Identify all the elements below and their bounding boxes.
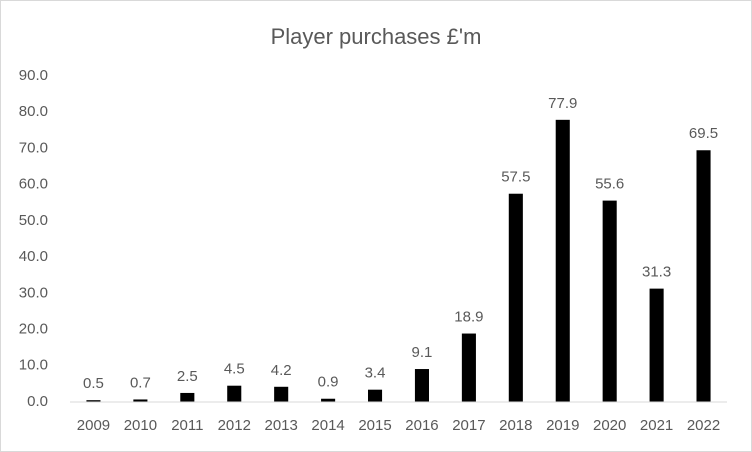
data-label: 0.9 xyxy=(318,374,339,391)
x-tick-label: 2020 xyxy=(593,417,626,434)
chart-title: Player purchases £'m xyxy=(271,24,482,49)
data-label: 18.9 xyxy=(454,309,483,326)
data-label: 0.5 xyxy=(83,375,104,392)
x-tick-label: 2010 xyxy=(124,417,157,434)
y-tick-label: 10.0 xyxy=(19,357,48,374)
data-label: 4.2 xyxy=(271,362,292,379)
data-label: 0.7 xyxy=(130,374,151,391)
x-tick-label: 2016 xyxy=(405,417,438,434)
data-label: 69.5 xyxy=(689,125,718,142)
y-tick-label: 30.0 xyxy=(19,284,48,301)
bar xyxy=(86,400,101,402)
x-tick-label: 2011 xyxy=(171,417,203,434)
data-label: 3.4 xyxy=(365,365,386,382)
x-tick-label: 2013 xyxy=(264,417,297,434)
bar xyxy=(602,200,617,402)
data-label: 31.3 xyxy=(642,264,671,281)
x-tick-label: 2015 xyxy=(358,417,391,434)
x-tick-label: 2012 xyxy=(218,417,251,434)
data-label: 9.1 xyxy=(412,344,433,361)
data-label: 57.5 xyxy=(501,169,530,186)
bar xyxy=(367,389,383,402)
bar xyxy=(414,369,430,402)
x-tick-label: 2017 xyxy=(452,417,485,434)
bar xyxy=(508,193,523,402)
y-tick-label: 70.0 xyxy=(19,139,48,156)
bar xyxy=(133,399,148,402)
data-label: 4.5 xyxy=(224,361,245,378)
y-tick-label: 80.0 xyxy=(19,103,48,120)
y-tick-label: 60.0 xyxy=(19,176,48,193)
bar xyxy=(321,398,336,402)
x-tick-label: 2021 xyxy=(640,417,673,434)
y-tick-label: 20.0 xyxy=(19,321,48,338)
x-tick-label: 2018 xyxy=(499,417,532,434)
x-tick-label: 2014 xyxy=(311,417,344,434)
bar xyxy=(227,385,242,402)
data-label: 77.9 xyxy=(548,95,577,112)
data-label: 55.6 xyxy=(595,176,624,193)
bar xyxy=(555,119,570,402)
bar xyxy=(649,288,664,402)
x-tick-label: 2019 xyxy=(546,417,579,434)
y-tick-label: 50.0 xyxy=(19,212,48,229)
x-tick-label: 2022 xyxy=(687,417,720,434)
bar xyxy=(696,150,711,402)
bar xyxy=(461,333,476,402)
y-tick-label: 0.0 xyxy=(27,393,48,410)
y-tick-label: 40.0 xyxy=(19,248,48,265)
y-tick-label: 90.0 xyxy=(19,67,48,84)
bar xyxy=(180,392,195,402)
data-label: 2.5 xyxy=(177,368,198,385)
bar xyxy=(274,386,289,402)
x-tick-label: 2009 xyxy=(77,417,110,434)
